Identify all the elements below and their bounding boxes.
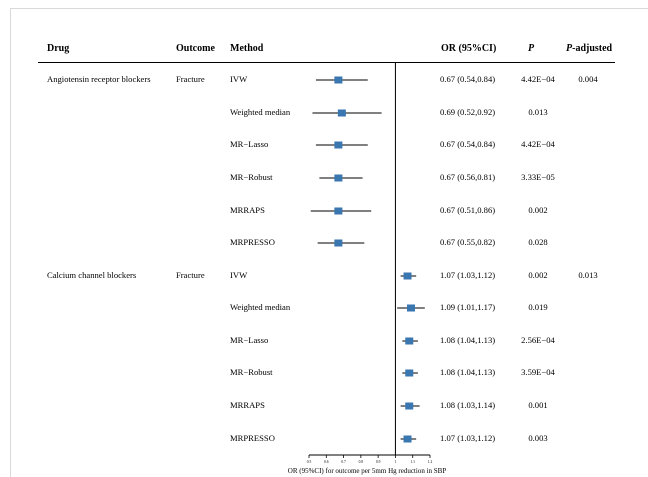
cell-or: 0.67 (0.51,0.86) [440,205,496,215]
x-tick-label: 1.1 [410,460,415,464]
x-tick-label: 0.7 [341,460,346,464]
point-estimate [337,109,346,117]
cell-method: IVW [230,270,248,280]
point-estimate [334,207,343,215]
cell-p: 0.013 [528,107,548,117]
cell-method: MRRAPS [230,400,265,410]
cell-method: MR−Robust [230,172,273,182]
cell-or: 0.69 (0.52,0.92) [440,107,496,117]
x-tick-label: 0.8 [359,460,364,464]
cell-p: 0.028 [528,237,548,247]
cell-or: 0.67 (0.54,0.84) [440,139,496,149]
cell-method: MRRAPS [230,205,265,215]
cell-p: 2.56E−04 [521,335,555,345]
cell-p-adjusted: 0.004 [578,74,598,84]
cell-drug: Angiotensin receptor blockers [47,74,151,84]
point-estimate [405,402,414,410]
cell-p: 0.002 [528,270,548,280]
x-axis-label: OR (95%CI) for outcome per 5mm Hg reduct… [288,467,447,475]
point-estimate [334,239,343,247]
cell-or: 1.09 (1.01,1.17) [440,302,496,312]
cell-or: 1.08 (1.04,1.13) [440,335,496,345]
header-rule [38,62,615,63]
cell-method: MR−Lasso [230,335,269,345]
point-estimate [406,304,415,312]
cell-method: MR−Lasso [230,139,269,149]
cell-method: MRPRESSO [230,433,275,443]
x-tick-label: 0.6 [324,460,329,464]
header-p-adjusted: P-adjusted [566,43,613,54]
point-estimate [334,76,343,84]
cell-method: MR−Robust [230,367,273,377]
point-estimate [334,141,343,149]
cell-method: IVW [230,74,248,84]
cell-p: 0.019 [528,302,548,312]
point-estimate [405,337,414,345]
cell-p: 4.42E−04 [521,74,555,84]
point-estimate [403,272,412,280]
x-tick-label: 0.5 [307,460,312,464]
cell-p: 3.33E−05 [521,172,555,182]
cell-p: 0.001 [528,400,548,410]
cell-drug: Calcium channel blockers [47,270,137,280]
cell-p: 3.59E−04 [521,367,555,377]
cell-or: 1.07 (1.03,1.12) [440,270,496,280]
point-estimate [403,435,412,443]
header-outcome: Outcome [176,43,215,54]
cell-p: 0.002 [528,205,548,215]
cell-p-adjusted: 0.013 [578,270,598,280]
cell-p: 4.42E−04 [521,139,555,149]
cell-method: MRPRESSO [230,237,275,247]
cell-method: Weighted median [230,107,291,117]
header-drug: Drug [47,43,70,54]
cell-or: 0.67 (0.55,0.82) [440,237,496,247]
header-method: Method [230,43,264,54]
x-tick-label: 1.2 [428,460,433,464]
cell-or: 1.08 (1.04,1.13) [440,367,496,377]
header-p: P [528,43,535,54]
cell-or: 0.67 (0.56,0.81) [440,172,496,182]
cell-outcome: Fracture [176,270,205,280]
cell-or: 1.08 (1.03,1.14) [440,400,496,410]
header-or: OR (95%CI) [441,43,497,54]
cell-outcome: Fracture [176,74,205,84]
point-estimate [334,174,343,182]
cell-method: Weighted median [230,302,291,312]
cell-or: 0.67 (0.54,0.84) [440,74,496,84]
x-tick-label: 1 [395,460,397,464]
cell-p: 0.003 [528,433,548,443]
cell-or: 1.07 (1.03,1.12) [440,433,496,443]
x-tick-label: 0.9 [376,460,381,464]
point-estimate [405,369,414,377]
